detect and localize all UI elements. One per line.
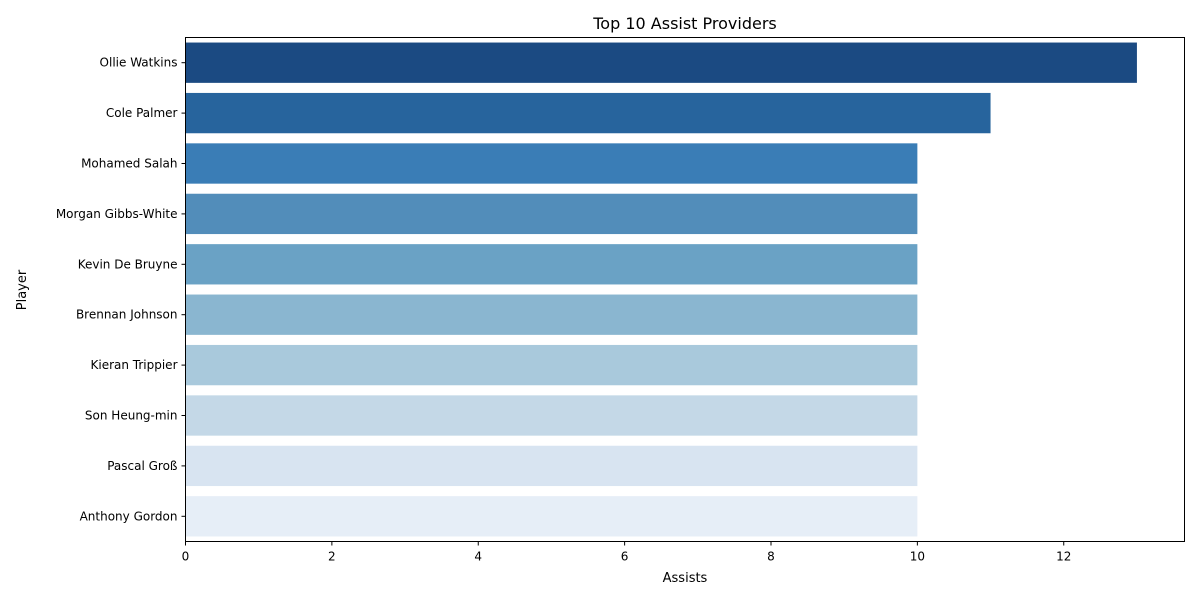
x-axis-ticks: 0 2 4 6 8 10 12 [182, 541, 1071, 564]
bar [185, 344, 918, 386]
x-tick-label: 6 [621, 550, 629, 564]
bar [185, 445, 918, 487]
y-tick-label: Morgan Gibbs-White [56, 207, 178, 221]
bar [185, 193, 918, 235]
bar [185, 42, 1137, 83]
chart-title: Top 10 Assist Providers [592, 14, 777, 33]
y-tick-label: Anthony Gordon [80, 509, 178, 523]
x-tick-label: 10 [910, 550, 925, 564]
bar [185, 143, 918, 184]
x-tick-label: 2 [328, 550, 336, 564]
bars-group [185, 42, 1137, 537]
y-tick-label: Pascal Groß [107, 459, 178, 473]
bar [185, 294, 918, 335]
bar [185, 496, 918, 537]
x-tick-label: 4 [474, 550, 482, 564]
y-tick-label: Kevin De Bruyne [78, 257, 178, 271]
y-tick-label: Kieran Trippier [90, 358, 177, 372]
bar [185, 244, 918, 285]
x-axis-label: Assists [663, 571, 708, 586]
bar [185, 395, 918, 436]
y-tick-label: Ollie Watkins [100, 56, 178, 70]
x-tick-label: 12 [1056, 550, 1071, 564]
y-tick-label: Brennan Johnson [76, 308, 178, 322]
y-tick-label: Mohamed Salah [81, 157, 177, 171]
bar [185, 92, 991, 134]
plot-frame [185, 37, 1185, 542]
x-tick-label: 8 [767, 550, 775, 564]
y-tick-label: Cole Palmer [106, 106, 178, 120]
y-axis-ticks: Ollie Watkins Cole Palmer Mohamed Salah Mor… [56, 56, 186, 523]
x-tick-label: 0 [182, 550, 190, 564]
y-tick-label: Son Heung-min [85, 409, 178, 423]
y-axis-label: Player [15, 269, 30, 310]
